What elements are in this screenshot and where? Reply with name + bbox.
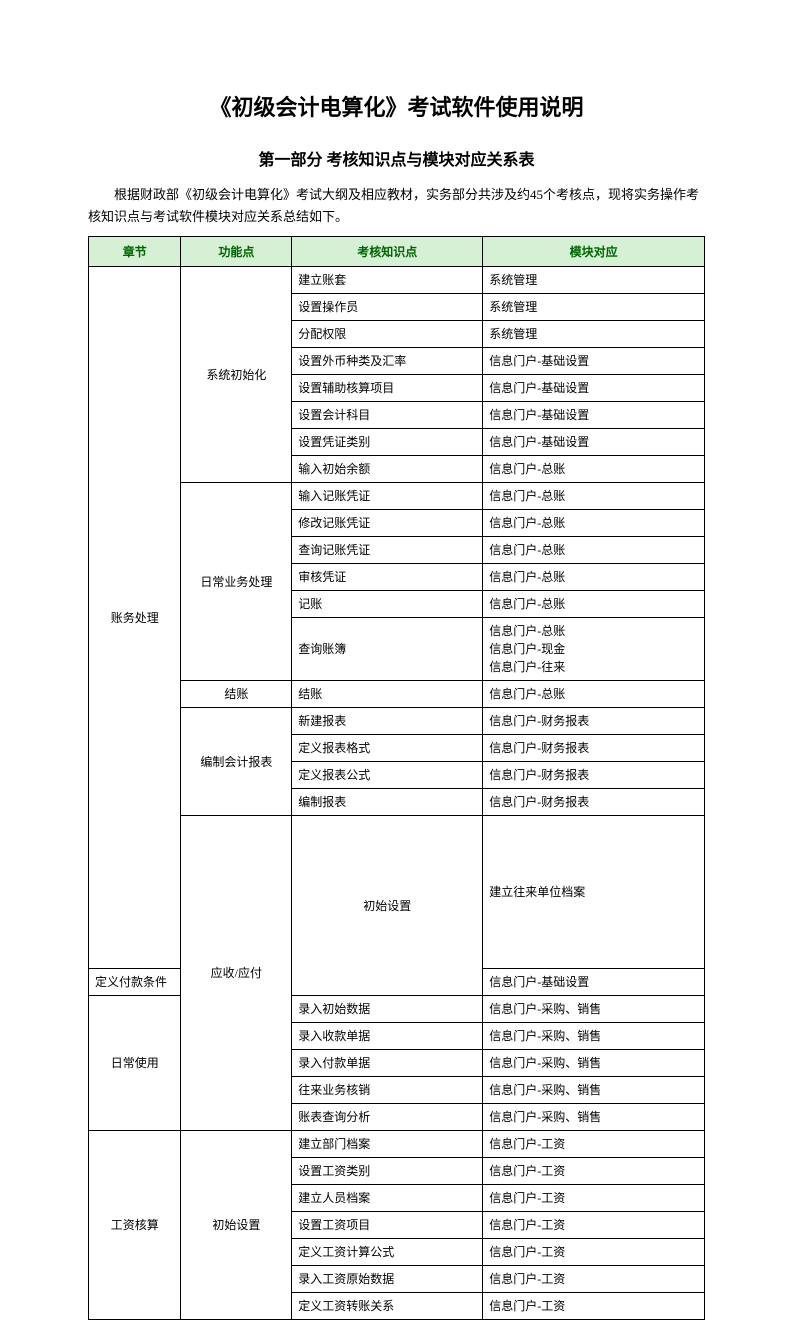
cell-point: 定义报表格式 [292, 735, 483, 762]
cell-func: 日常业务处理 [181, 483, 292, 681]
cell-point: 定义工资转账关系 [292, 1293, 483, 1320]
cell-module: 信息门户-基础设置 [483, 969, 705, 996]
cell-point: 录入初始数据 [292, 996, 483, 1023]
cell-func: 初始设置 [292, 816, 483, 996]
cell-module: 信息门户-工资 [483, 1131, 705, 1158]
cell-point: 修改记账凭证 [292, 510, 483, 537]
cell-point: 设置操作员 [292, 294, 483, 321]
cell-point: 建立往来单位档案 [483, 816, 705, 969]
cell-point: 查询账簿 [292, 618, 483, 681]
cell-point: 录入付款单据 [292, 1050, 483, 1077]
cell-point: 账表查询分析 [292, 1104, 483, 1131]
cell-point: 设置会计科目 [292, 402, 483, 429]
cell-module: 信息门户-财务报表 [483, 735, 705, 762]
table-row: 工资核算初始设置建立部门档案信息门户-工资 [89, 1131, 705, 1158]
table-body: 账务处理系统初始化建立账套系统管理设置操作员系统管理分配权限系统管理设置外币种类… [89, 267, 705, 1320]
cell-module: 信息门户-采购、销售 [483, 996, 705, 1023]
cell-module: 信息门户-财务报表 [483, 708, 705, 735]
doc-subtitle: 第一部分 考核知识点与模块对应关系表 [88, 146, 705, 170]
cell-point: 分配权限 [292, 321, 483, 348]
cell-chapter: 应收/应付 [181, 816, 292, 1131]
cell-module: 信息门户-总账 [483, 537, 705, 564]
cell-module: 信息门户-采购、销售 [483, 1023, 705, 1050]
cell-point: 新建报表 [292, 708, 483, 735]
table-row: 编制会计报表新建报表信息门户-财务报表 [89, 708, 705, 735]
cell-point: 录入收款单据 [292, 1023, 483, 1050]
cell-point: 输入记账凭证 [292, 483, 483, 510]
cell-module: 信息门户-基础设置 [483, 429, 705, 456]
cell-func: 日常使用 [89, 996, 181, 1131]
cell-module: 信息门户-工资 [483, 1266, 705, 1293]
cell-point: 定义报表公式 [292, 762, 483, 789]
cell-module: 信息门户-总账 [483, 591, 705, 618]
header-chapter: 章节 [89, 237, 181, 267]
intro-paragraph: 根据财政部《初级会计电算化》考试大纲及相应教材，实务部分共涉及约45个考核点，现… [88, 184, 705, 228]
cell-point: 审核凭证 [292, 564, 483, 591]
cell-module: 信息门户-基础设置 [483, 402, 705, 429]
cell-module: 信息门户-总账 [483, 483, 705, 510]
cell-point: 建立部门档案 [292, 1131, 483, 1158]
cell-point: 设置辅助核算项目 [292, 375, 483, 402]
header-func: 功能点 [181, 237, 292, 267]
cell-chapter: 工资核算 [89, 1131, 181, 1320]
header-point: 考核知识点 [292, 237, 483, 267]
cell-point: 输入初始余额 [292, 456, 483, 483]
cell-module: 系统管理 [483, 294, 705, 321]
table-row: 应收/应付初始设置建立往来单位档案信息门户-基础设置 [89, 816, 705, 969]
cell-module: 信息门户-基础设置 [483, 375, 705, 402]
cell-module: 信息门户-采购、销售 [483, 1050, 705, 1077]
cell-module: 信息门户-工资 [483, 1158, 705, 1185]
cell-func: 系统初始化 [181, 267, 292, 483]
cell-module: 信息门户-工资 [483, 1293, 705, 1320]
cell-point: 记账 [292, 591, 483, 618]
cell-point: 设置工资项目 [292, 1212, 483, 1239]
cell-module: 信息门户-基础设置 [483, 348, 705, 375]
cell-point: 设置外币种类及汇率 [292, 348, 483, 375]
cell-point: 设置凭证类别 [292, 429, 483, 456]
cell-module: 信息门户-总账 [483, 564, 705, 591]
cell-module: 信息门户-总账 [483, 681, 705, 708]
cell-func: 编制会计报表 [181, 708, 292, 816]
cell-module: 信息门户-总账 信息门户-现金 信息门户-往来 [483, 618, 705, 681]
cell-func: 结账 [181, 681, 292, 708]
cell-point: 编制报表 [292, 789, 483, 816]
table-header-row: 章节 功能点 考核知识点 模块对应 [89, 237, 705, 267]
cell-module: 信息门户-工资 [483, 1185, 705, 1212]
cell-point: 查询记账凭证 [292, 537, 483, 564]
mapping-table: 章节 功能点 考核知识点 模块对应 账务处理系统初始化建立账套系统管理设置操作员… [88, 236, 705, 1320]
cell-point: 建立人员档案 [292, 1185, 483, 1212]
cell-point: 结账 [292, 681, 483, 708]
cell-module: 信息门户-总账 [483, 510, 705, 537]
cell-point: 往来业务核销 [292, 1077, 483, 1104]
cell-module: 信息门户-财务报表 [483, 762, 705, 789]
cell-module: 信息门户-工资 [483, 1212, 705, 1239]
doc-title: 《初级会计电算化》考试软件使用说明 [88, 90, 705, 122]
cell-module: 系统管理 [483, 321, 705, 348]
table-row: 账务处理系统初始化建立账套系统管理 [89, 267, 705, 294]
cell-module: 信息门户-工资 [483, 1239, 705, 1266]
cell-module: 系统管理 [483, 267, 705, 294]
cell-module: 信息门户-采购、销售 [483, 1077, 705, 1104]
cell-point: 定义工资计算公式 [292, 1239, 483, 1266]
cell-point: 录入工资原始数据 [292, 1266, 483, 1293]
cell-point: 定义付款条件 [89, 969, 181, 996]
table-row: 日常业务处理输入记账凭证信息门户-总账 [89, 483, 705, 510]
cell-module: 信息门户-财务报表 [483, 789, 705, 816]
cell-module: 信息门户-采购、销售 [483, 1104, 705, 1131]
cell-chapter: 账务处理 [89, 267, 181, 969]
cell-point: 建立账套 [292, 267, 483, 294]
header-module: 模块对应 [483, 237, 705, 267]
cell-func: 初始设置 [181, 1131, 292, 1320]
cell-point: 设置工资类别 [292, 1158, 483, 1185]
cell-module: 信息门户-总账 [483, 456, 705, 483]
table-row: 结账结账信息门户-总账 [89, 681, 705, 708]
